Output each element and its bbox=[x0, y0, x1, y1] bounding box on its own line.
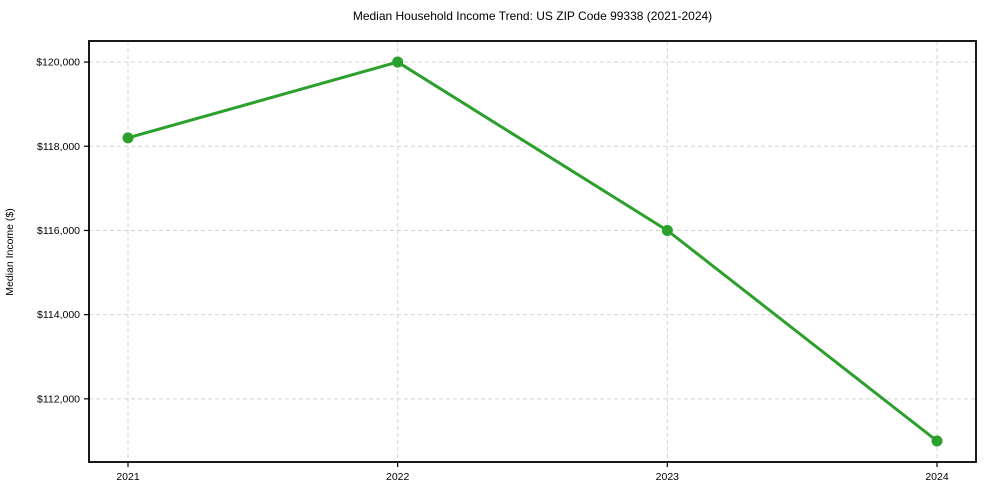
data-point-marker bbox=[122, 132, 134, 144]
x-tick-label: 2024 bbox=[925, 471, 949, 483]
y-tick-label: $118,000 bbox=[37, 141, 80, 153]
y-tick-label: $112,000 bbox=[37, 393, 80, 405]
x-tick-label: 2021 bbox=[116, 471, 140, 483]
data-point-marker bbox=[661, 224, 673, 236]
data-point-marker bbox=[931, 435, 943, 447]
y-tick-label: $116,000 bbox=[37, 225, 80, 237]
chart-title: Median Household Income Trend: US ZIP Co… bbox=[352, 9, 713, 23]
data-point-marker bbox=[392, 56, 404, 68]
y-tick-label: $120,000 bbox=[36, 57, 80, 69]
y-tick-label: $114,000 bbox=[37, 309, 80, 321]
x-tick-label: 2022 bbox=[386, 471, 410, 483]
income-trend-line bbox=[126, 60, 939, 443]
x-tick-label: 2023 bbox=[656, 471, 680, 483]
axes-frame bbox=[88, 40, 977, 463]
